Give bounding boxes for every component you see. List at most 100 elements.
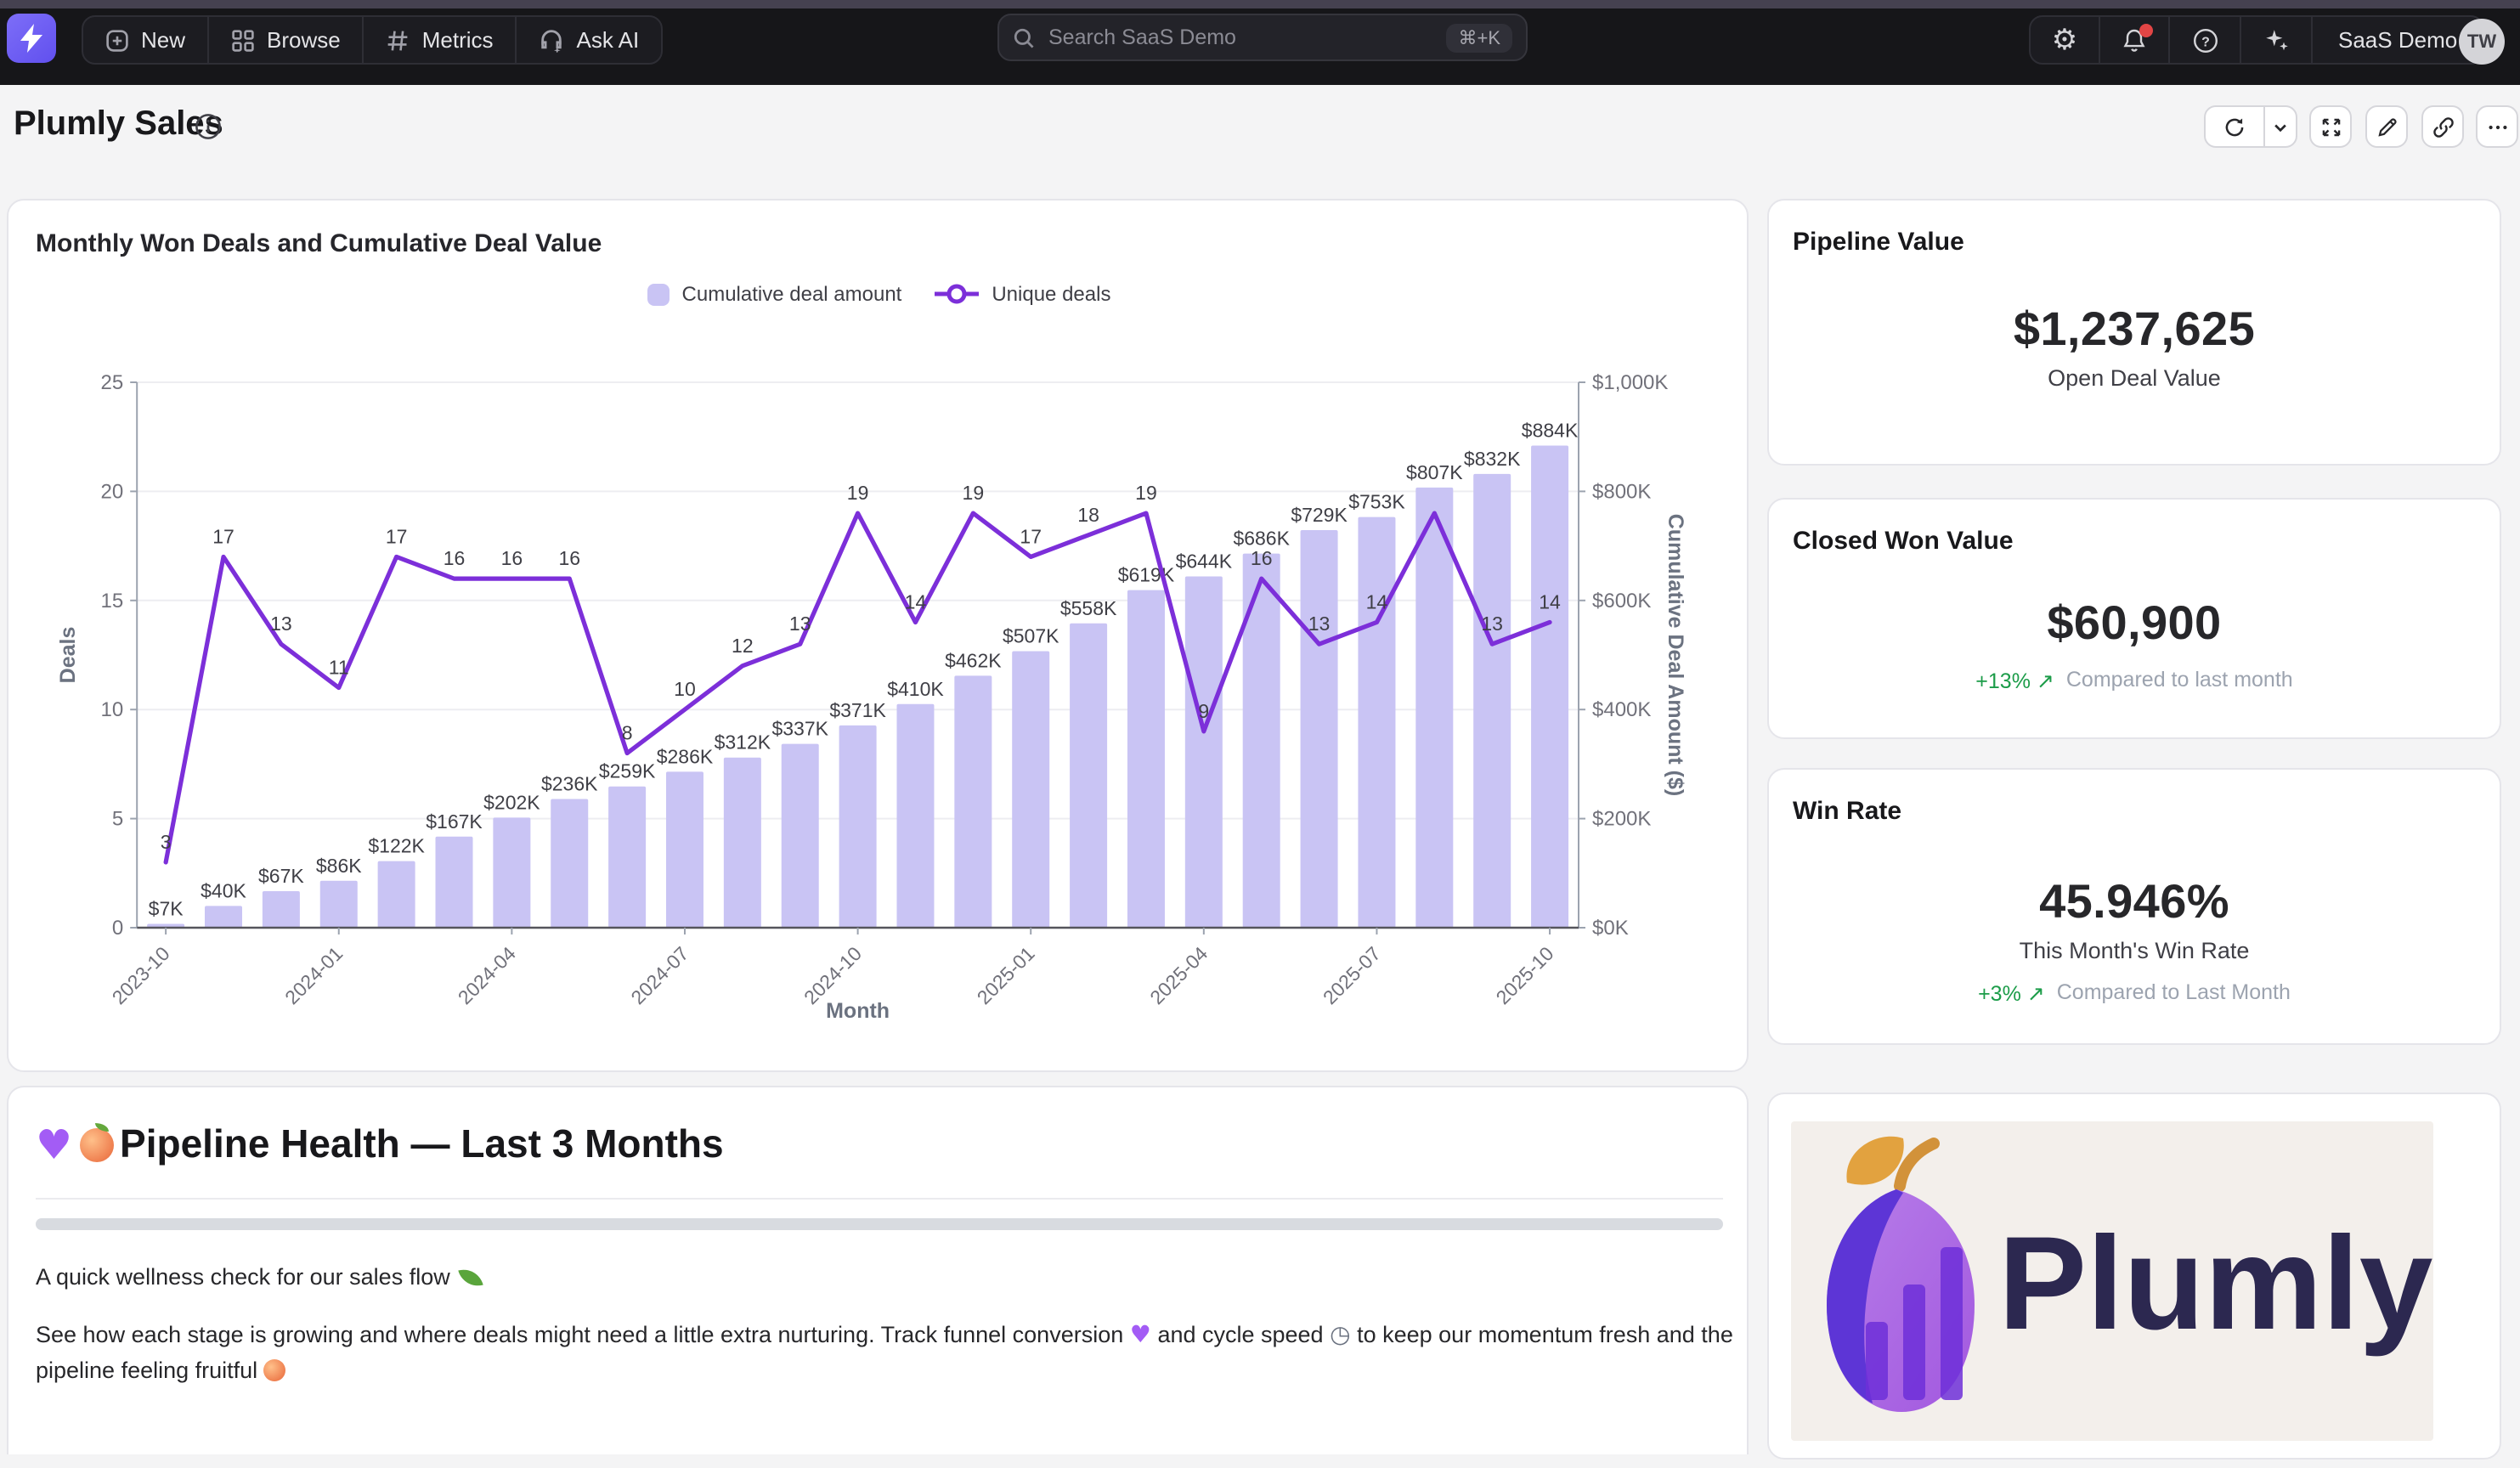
expand-icon xyxy=(2321,117,2340,136)
svg-text:16: 16 xyxy=(444,547,466,569)
workspace-switcher[interactable]: SaaS Demo xyxy=(2313,17,2483,63)
divider-thin xyxy=(36,1198,1723,1200)
settings-button[interactable]: ⚙ xyxy=(2031,17,2100,63)
svg-text:11: 11 xyxy=(329,657,349,679)
plus-square-icon xyxy=(105,28,129,52)
kpi-title: Pipeline Value xyxy=(1793,228,1964,257)
svg-text:$462K: $462K xyxy=(945,649,1002,671)
ai-assist-button[interactable] xyxy=(2241,17,2313,63)
search-placeholder: Search SaaS Demo xyxy=(1048,25,1236,49)
info-button[interactable] xyxy=(194,112,223,150)
chart-legend: Cumulative deal amount Unique deals xyxy=(8,282,1750,306)
search-input[interactable]: Search SaaS Demo ⌘+K xyxy=(997,14,1528,61)
svg-text:10: 10 xyxy=(100,698,123,721)
info-icon xyxy=(195,114,221,139)
svg-text:13: 13 xyxy=(270,613,292,635)
svg-text:17: 17 xyxy=(386,525,408,547)
svg-text:$86K: $86K xyxy=(316,855,362,877)
user-avatar[interactable]: TW xyxy=(2459,19,2505,65)
app-logo-button[interactable] xyxy=(7,14,56,63)
svg-text:$202K: $202K xyxy=(483,791,540,813)
svg-text:2025-07: 2025-07 xyxy=(1319,942,1385,1008)
svg-text:2023-10: 2023-10 xyxy=(108,942,174,1008)
nav-item-new[interactable]: New xyxy=(83,17,210,63)
nav-item-label: Metrics xyxy=(421,27,494,53)
svg-text:$410K: $410K xyxy=(887,678,944,700)
svg-text:14: 14 xyxy=(1539,590,1561,613)
svg-text:$67K: $67K xyxy=(258,865,304,887)
workspace-name: SaaS Demo xyxy=(2338,27,2458,53)
search-shortcut-badge: ⌘+K xyxy=(1446,23,1512,52)
nav-item-metrics[interactable]: Metrics xyxy=(364,17,517,63)
svg-text:2025-01: 2025-01 xyxy=(973,942,1039,1008)
svg-text:16: 16 xyxy=(558,547,580,569)
nav-item-browse[interactable]: Browse xyxy=(209,17,364,63)
svg-text:?: ? xyxy=(2201,34,2209,48)
delta-value: +13% ↗ xyxy=(1975,669,2054,693)
legend-item-bars[interactable]: Cumulative deal amount xyxy=(647,282,901,306)
help-button[interactable]: ? xyxy=(2170,17,2241,63)
svg-text:$259K: $259K xyxy=(599,760,656,782)
svg-text:$312K: $312K xyxy=(715,731,771,754)
svg-text:$558K: $558K xyxy=(1060,597,1117,619)
logo-bar-3 xyxy=(1941,1247,1963,1400)
brand-logo-image: Plumly xyxy=(1791,1121,2433,1441)
svg-text:16: 16 xyxy=(1251,547,1273,569)
legend-bar-swatch xyxy=(647,283,670,305)
copy-link-button[interactable] xyxy=(2421,105,2464,148)
svg-text:$807K: $807K xyxy=(1406,461,1463,483)
avatar-initials: TW xyxy=(2466,31,2497,52)
edit-button[interactable] xyxy=(2365,105,2408,148)
svg-text:13: 13 xyxy=(1481,613,1503,635)
refresh-button[interactable] xyxy=(2206,115,2263,138)
kpi-value: $1,237,625 xyxy=(2013,302,2256,355)
chart-title: Monthly Won Deals and Cumulative Deal Va… xyxy=(36,229,602,258)
arrow-up-right-icon: ↗ xyxy=(2026,982,2045,1006)
logo-bar-2 xyxy=(1903,1284,1925,1400)
nav-item-ask-ai[interactable]: Ask AI xyxy=(517,17,662,63)
nav-item-label: Ask AI xyxy=(576,27,640,53)
help-icon: ? xyxy=(2193,28,2217,52)
refresh-icon xyxy=(2225,117,2244,136)
svg-text:8: 8 xyxy=(622,722,633,744)
kpi-value: $60,900 xyxy=(2047,596,2222,649)
legend-item-line[interactable]: Unique deals xyxy=(932,282,1110,306)
chart-card: Monthly Won Deals and Cumulative Deal Va… xyxy=(7,199,1749,1072)
more-button[interactable] xyxy=(2476,105,2518,148)
svg-text:2025-04: 2025-04 xyxy=(1145,942,1212,1008)
purple-heart-emoji: ♥ xyxy=(1129,1322,1151,1349)
grid-icon xyxy=(231,28,255,52)
notifications-button[interactable] xyxy=(2100,17,2170,63)
svg-text:$371K: $371K xyxy=(829,699,886,721)
body-paragraph: See how each stage is growing and where … xyxy=(36,1322,1733,1382)
kpi-card-win-rate: Win Rate 45.946% This Month's Win Rate +… xyxy=(1767,768,2501,1045)
svg-text:2024-04: 2024-04 xyxy=(454,942,520,1008)
pencil-icon xyxy=(2377,117,2396,136)
delta-note: Compared to last month xyxy=(2065,668,2293,692)
svg-text:2025-10: 2025-10 xyxy=(1492,942,1558,1008)
svg-text:2024-07: 2024-07 xyxy=(626,942,692,1008)
nav-right-group: ⚙ ? SaaS Demo xyxy=(2029,15,2485,65)
svg-text:$0K: $0K xyxy=(1592,917,1629,940)
expand-button[interactable] xyxy=(2309,105,2352,148)
refresh-dropdown-button[interactable] xyxy=(2263,107,2296,146)
nav-item-label: New xyxy=(141,27,186,53)
kpi-delta-row: +3% ↗ Compared to Last Month xyxy=(1769,980,2500,1006)
window-top-strip xyxy=(0,0,2520,8)
svg-text:10: 10 xyxy=(674,678,696,700)
herb-leaf-emoji xyxy=(458,1264,483,1290)
kpi-title: Closed Won Value xyxy=(1793,527,2014,556)
intro-line: A quick wellness check for our sales flo… xyxy=(36,1264,483,1290)
svg-text:9: 9 xyxy=(1198,700,1209,722)
kpi-card-pipeline-value: Pipeline Value $1,237,625 Open Deal Valu… xyxy=(1767,199,2501,466)
svg-text:5: 5 xyxy=(112,808,123,831)
peach-emoji xyxy=(79,1122,114,1161)
svg-text:19: 19 xyxy=(1135,482,1157,504)
svg-text:Deals: Deals xyxy=(56,627,80,684)
svg-text:14: 14 xyxy=(1366,590,1388,613)
svg-text:$7K: $7K xyxy=(149,898,184,920)
svg-text:$286K: $286K xyxy=(657,745,714,767)
svg-text:12: 12 xyxy=(732,635,754,657)
logo-leaf xyxy=(1846,1136,1904,1185)
